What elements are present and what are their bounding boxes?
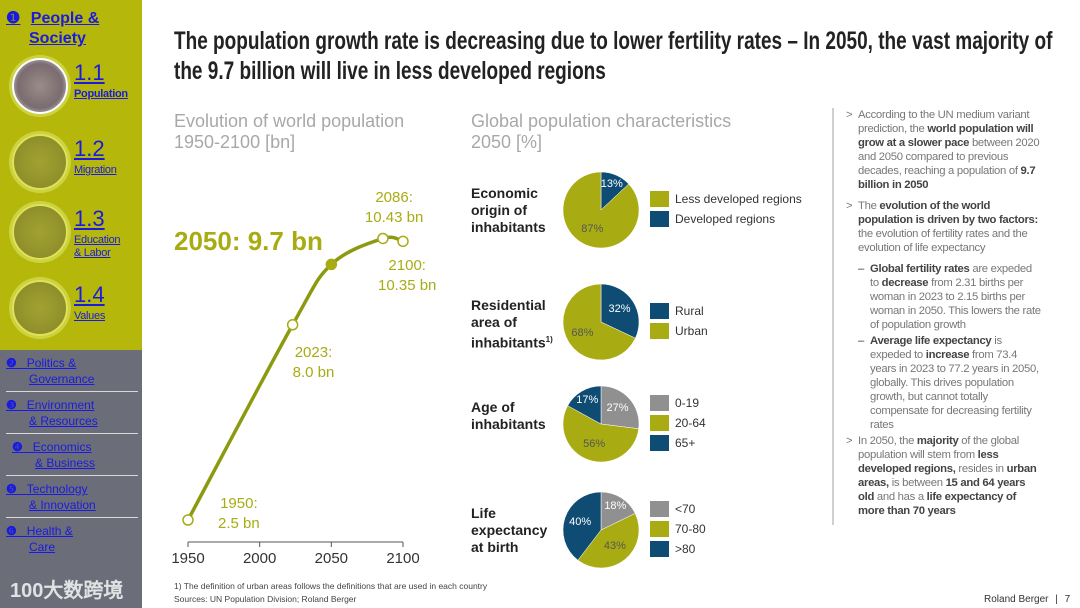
divider: [6, 391, 138, 392]
education-thumbnail: [12, 204, 68, 260]
legend-swatch: [650, 211, 669, 227]
legend-item: Developed regions: [650, 210, 775, 228]
legend-item: Rural: [650, 302, 704, 320]
divider: [6, 517, 138, 518]
subsection-migration[interactable]: 1.2 Migration: [8, 134, 138, 196]
pie-slice-label: 68%: [571, 326, 594, 339]
pie-charts-title: Global population characteristics 2050 [%…: [471, 111, 732, 152]
pie-slice-label: 18%: [604, 500, 627, 513]
pie-slice-label: 40%: [569, 515, 592, 528]
pie-slice: [600, 283, 640, 339]
pie-label: Life expectancy at birth: [471, 505, 548, 555]
x-tick-label: 2100: [386, 550, 420, 567]
label-year: 1950:: [220, 495, 258, 512]
pie-slice-label: 27%: [606, 402, 629, 415]
legend-swatch: [650, 191, 669, 207]
subsection-population[interactable]: 1.1 Population: [8, 58, 138, 120]
pie-slice: [567, 385, 602, 425]
section-technology[interactable]: ❺ Technology & Innovation: [6, 482, 96, 512]
takeaway-bullet: The evolution of the world population is…: [844, 199, 1042, 255]
legend-item: <70: [650, 500, 695, 518]
data-point-2050: [325, 258, 338, 271]
divider: [6, 433, 138, 434]
legend-item: 0-19: [650, 394, 699, 412]
takeaway-bullet: Average life expectancy is expeded to in…: [844, 334, 1042, 432]
x-tick-label: 2000: [242, 550, 277, 567]
population-thumbnail: [12, 58, 68, 114]
subsection-values[interactable]: 1.4 Values: [8, 280, 138, 342]
pie-slice-label: 32%: [608, 303, 631, 316]
label-value: 8.0 bn: [292, 363, 335, 381]
legend-item: 20-64: [650, 414, 706, 432]
legend-item: 70-80: [650, 520, 706, 538]
label-value: 2.5 bn: [218, 515, 260, 532]
line-chart-title: Evolution of world population 1950-2100 […: [174, 111, 405, 152]
divider: [6, 475, 138, 476]
legend-item: 65+: [650, 434, 695, 452]
section-people-society[interactable]: ❶ People & Society: [6, 10, 100, 47]
pie-slice: [562, 283, 636, 361]
label-value: 10.35 bn: [378, 277, 437, 295]
footnote: 1) The definition of urban areas follows…: [174, 581, 488, 591]
key-takeaways-panel: According to the UN medium variant predi…: [832, 108, 1042, 525]
legend-item: Urban: [650, 322, 708, 340]
x-tick-label: 1950: [171, 550, 205, 567]
sidebar-active-section: ❶ People & Society 1.1 Population 1.2 Mi…: [0, 0, 142, 350]
label-value: 10.43 bn: [364, 209, 424, 227]
takeaway-bullet: In 2050, the majority of the global popu…: [844, 434, 1042, 518]
pie-slice-label: 13%: [600, 178, 623, 191]
section-environment[interactable]: ❸ Environment & Resources: [6, 398, 98, 428]
pie-slice: [600, 491, 636, 531]
x-tick-label: 2050: [314, 550, 349, 567]
data-label-2086: 2086: 10.43 bn: [365, 188, 423, 228]
data-point-2023: [286, 319, 299, 331]
pie-slice: [600, 385, 640, 430]
pie-slice: [577, 513, 640, 569]
data-label-1950: 1950: 2.5 bn: [218, 494, 260, 534]
section-politics[interactable]: ❷ Politics & Governance: [6, 356, 95, 386]
section-economics[interactable]: ❹ Economics & Business: [12, 440, 96, 470]
legend-swatch: [650, 395, 669, 411]
legend-swatch: [650, 303, 669, 319]
pie-label: Residential area of inhabitants1): [471, 297, 553, 351]
pie-slice-label: 17%: [576, 393, 599, 406]
pie-slice: [562, 491, 602, 561]
legend-swatch: [650, 415, 669, 431]
sources: Sources: UN Population Division; Roland …: [174, 594, 357, 604]
pie-slice: [562, 405, 639, 463]
legend-swatch: [650, 323, 669, 339]
legend-swatch: [650, 501, 669, 517]
page-title: The population growth rate is decreasing…: [174, 27, 1053, 85]
section-health[interactable]: ❻ Health & Care: [6, 524, 73, 554]
subsection-education-labor[interactable]: 1.3 Education & Labor: [8, 204, 138, 266]
pie-slice-label: 56%: [583, 437, 606, 450]
data-label-2100: 2100: 10.35 bn: [378, 256, 436, 296]
pie-slice-label: 87%: [581, 223, 604, 236]
pie-label: Economic origin of inhabitants: [471, 185, 546, 235]
migration-thumbnail: [12, 134, 68, 190]
pie-slice-label: 43%: [603, 540, 626, 553]
data-label-2023: 2023: 8.0 bn: [293, 343, 335, 383]
label-year: 2100:: [388, 257, 426, 275]
label-year: 2086:: [375, 189, 413, 207]
legend-swatch: [650, 541, 669, 557]
legend-swatch: [650, 521, 669, 537]
data-point-1950: [182, 514, 194, 526]
watermark: 100大数跨境: [10, 580, 124, 602]
legend-item: Less developed regions: [650, 190, 802, 208]
legend-item: >80: [650, 540, 695, 558]
label-year: 2023:: [294, 343, 333, 361]
values-thumbnail: [12, 280, 68, 336]
highlight-2050: 2050: 9.7 bn: [174, 226, 323, 256]
pie-slice: [562, 171, 640, 249]
takeaway-bullet: According to the UN medium variant predi…: [844, 108, 1042, 192]
footer: Roland Berger | 7: [984, 594, 1071, 605]
pie-label: Age of inhabitants: [471, 399, 546, 432]
data-point-2086: [377, 232, 389, 245]
data-point-2100: [397, 235, 409, 248]
sidebar: ❶ People & Society 1.1 Population 1.2 Mi…: [0, 0, 142, 608]
legend-swatch: [650, 435, 669, 451]
takeaway-bullet: Global fertility rates are expeded to de…: [844, 262, 1042, 332]
